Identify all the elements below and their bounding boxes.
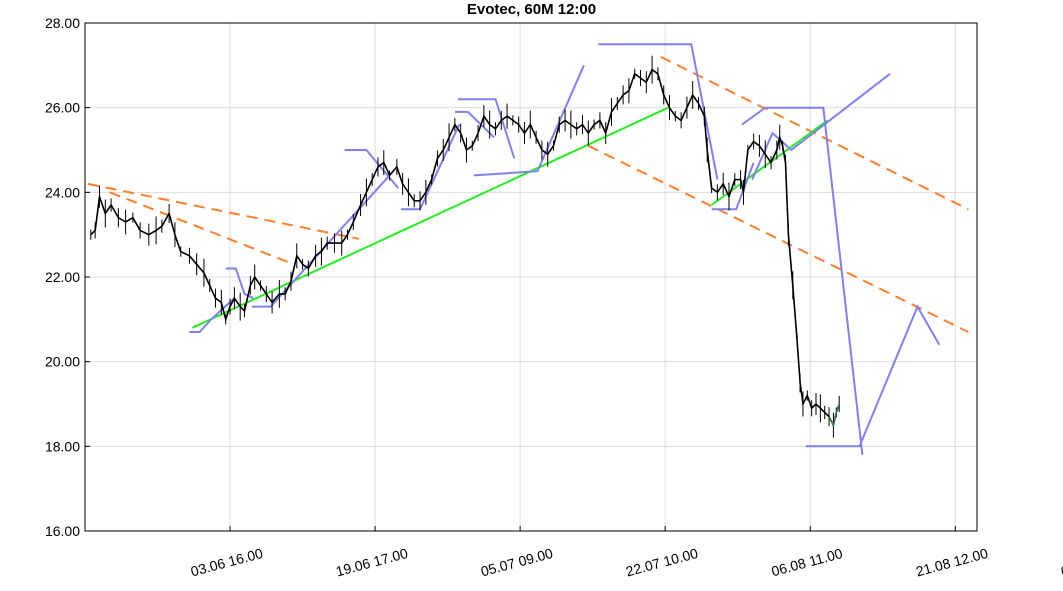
y-tick-label: 24.00 — [45, 184, 80, 200]
y-tick-label: 26.00 — [45, 100, 80, 116]
price-layer — [90, 55, 840, 438]
x-tick-label: 19.06 17.00 — [334, 545, 410, 580]
channel-line — [741, 106, 864, 455]
y-tick-label: 16.00 — [45, 523, 80, 539]
chart-title: Evotec, 60M 12:00 — [466, 1, 597, 18]
x-tick-label: 05.07 09.00 — [479, 545, 555, 580]
dashed-trend-line — [587, 144, 969, 333]
x-tick-label: 05.09 12.00 — [1059, 545, 1063, 580]
channel-line — [251, 174, 391, 308]
axes-frame — [84, 22, 978, 532]
channel-line — [457, 98, 516, 159]
price-line-latest — [828, 403, 840, 427]
channel-line — [344, 149, 400, 189]
channel-line — [598, 43, 719, 180]
y-tick-label: 20.00 — [45, 354, 80, 370]
y-tick-label: 28.00 — [45, 15, 80, 31]
x-tick-label: 22.07 10.00 — [624, 545, 700, 580]
dashed-trend-line — [87, 182, 360, 240]
y-tick-label: 22.00 — [45, 269, 80, 285]
x-tick-label: 06.08 11.00 — [770, 545, 845, 579]
channel-line — [805, 304, 941, 448]
channel-line — [473, 64, 585, 177]
channel-line — [225, 267, 254, 300]
y-tick-label: 18.00 — [45, 438, 80, 454]
channel-line — [454, 110, 495, 139]
overlay-layer — [87, 43, 969, 455]
x-tick-label: 21.08 12.00 — [914, 545, 990, 580]
x-tick-label: 03.06 16.00 — [189, 545, 265, 580]
uptrend-line — [191, 106, 669, 329]
channel-line — [711, 162, 755, 211]
dashed-trend-line — [109, 191, 295, 266]
